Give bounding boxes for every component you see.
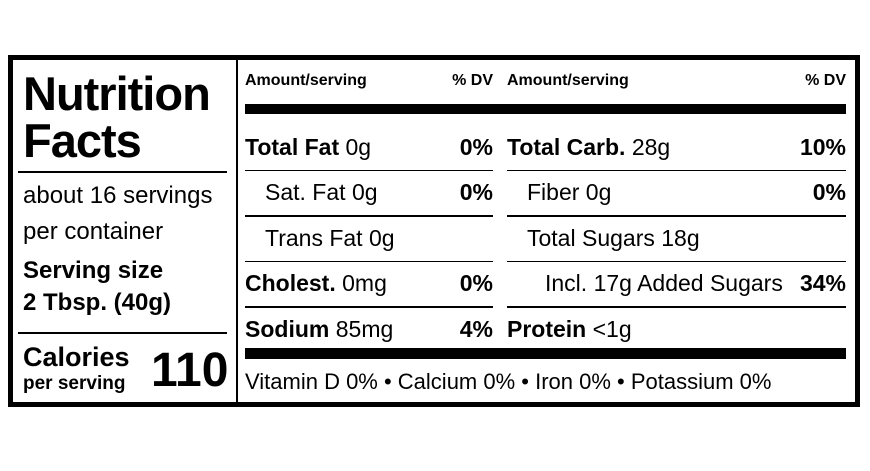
row-divider [507, 169, 846, 171]
title: Facts [23, 114, 142, 167]
nutrient-row: Protein <1g [507, 307, 846, 351]
column-header: Amount/serving % DV [507, 72, 846, 90]
nutrient-amount: 28g [631, 133, 671, 160]
nutrient-amount: 0mg [342, 270, 387, 296]
thick-bar [245, 348, 846, 359]
nutrient-name: Cholest. [245, 270, 336, 296]
nutrient-row: Trans Fat 0g [245, 216, 493, 260]
daily-value: 34% [799, 270, 846, 296]
nutrient-name: Trans Fat [265, 224, 363, 251]
nutrient-row: Fiber 0g 0% [507, 171, 846, 215]
nutrient-row: Sodium 85mg 4% [245, 307, 493, 351]
nutrient: Sat. Fat 0g [245, 179, 378, 206]
daily-value: 10% [799, 133, 846, 160]
header-amount: Amount/serving [245, 72, 367, 89]
nutrient-amount: 0g [585, 179, 612, 205]
nutrition-label: Nutrition Facts about 16 servings per co… [8, 55, 860, 407]
serving-size: 2 Tbsp. (40g) [23, 289, 172, 316]
nutrient-column: Amount/serving % DV Total Carb. 28g 10% Fibe… [507, 60, 846, 360]
servings: about 16 servings [23, 182, 213, 209]
divider [236, 60, 238, 402]
nutrient: Incl. 17g Added Sugars [507, 270, 783, 297]
nutrient: Fiber 0g [507, 179, 611, 206]
header-dv: % DV [452, 72, 493, 89]
thick-bar [245, 104, 846, 114]
nutrient-amount: 0g [368, 224, 395, 251]
serving-size-label: Serving size [23, 257, 164, 284]
nutrient-row: Incl. 17g Added Sugars 34% [507, 262, 846, 306]
row-divider [245, 169, 493, 171]
nutrient: Cholest. 0mg [245, 270, 387, 297]
divider [18, 171, 227, 173]
nutrient-amount: <1g [592, 315, 632, 342]
nutrient-row: Total Fat 0g 0% [245, 125, 493, 169]
daily-value: 0% [812, 179, 846, 205]
row-divider [245, 215, 493, 217]
calories: 110 [151, 344, 229, 397]
nutrient: Total Carb. 28g [507, 134, 670, 161]
nutrient-amount: 0g [345, 133, 372, 160]
nutrient-name: Total Sugars [527, 224, 655, 251]
divider [18, 332, 227, 334]
row-divider [507, 260, 846, 262]
nutrient-name: Sat. Fat [265, 179, 346, 205]
daily-value: 0% [459, 270, 493, 296]
row-divider [507, 306, 846, 308]
calories-sublabel: per serving [23, 373, 126, 394]
row-divider [507, 215, 846, 217]
nutrient-row: Total Sugars 18g [507, 216, 846, 260]
nutrient: Total Sugars 18g [507, 225, 700, 252]
column-header: Amount/serving % DV [245, 72, 493, 90]
nutrient: Protein <1g [507, 316, 632, 343]
nutrient-amount: 18g [661, 224, 700, 251]
nutrient: Trans Fat 0g [245, 225, 395, 252]
nutrient-row: Sat. Fat 0g 0% [245, 171, 493, 215]
nutrient-name: Sodium [245, 315, 330, 342]
nutrient: Sodium 85mg [245, 316, 393, 343]
daily-value: 4% [459, 315, 493, 342]
header-amount: Amount/serving [507, 72, 629, 89]
nutrient-row: Cholest. 0mg 0% [245, 262, 493, 306]
daily-value: 0% [459, 179, 493, 205]
row-divider [245, 260, 493, 262]
nutrient-name: Incl. 17g Added Sugars [545, 270, 783, 296]
nutrient-name: Total Fat [245, 133, 340, 160]
servings: per container [23, 218, 164, 245]
nutrient-amount: 0g [351, 179, 378, 205]
nutrient-name: Total Carb. [507, 133, 626, 160]
nutrient-name: Fiber [527, 179, 580, 205]
nutrient-column: Amount/serving% DV Total Fat 0g 0% Sat. Fat… [245, 60, 493, 360]
nutrient-amount: 85mg [335, 315, 394, 342]
header-dv: % DV [805, 72, 846, 89]
title: Nutrition [23, 67, 211, 120]
row-divider [245, 306, 493, 308]
nutrient-row: Total Carb. 28g 10% [507, 125, 846, 169]
calories-label: Calories [23, 342, 130, 372]
daily-value: 0% [459, 133, 493, 160]
nutrient-name: Protein [507, 315, 587, 342]
footer: Vitamin D 0% • Calcium 0% • Iron 0% • Po… [245, 369, 772, 394]
nutrient: Total Fat 0g [245, 134, 371, 161]
